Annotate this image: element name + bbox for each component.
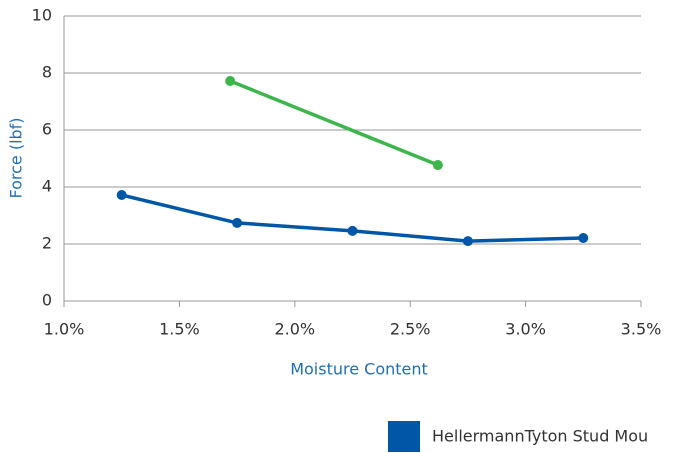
x-tick-label: 1.0% <box>44 320 85 339</box>
y-tick-label: 0 <box>42 291 52 310</box>
x-tick-label: 3.5% <box>621 320 662 339</box>
x-tick-label: 3.0% <box>505 320 546 339</box>
x-tick-label: 1.5% <box>159 320 200 339</box>
legend-swatch <box>388 421 420 452</box>
data-point <box>347 225 358 236</box>
data-point <box>116 189 127 200</box>
data-point <box>225 75 236 86</box>
y-tick-label: 4 <box>42 177 52 196</box>
y-axis-label: Force (lbf) <box>7 117 26 198</box>
x-axis-label: Moisture Content <box>290 360 428 379</box>
data-point <box>232 217 243 228</box>
data-point <box>432 160 443 171</box>
data-point <box>462 236 473 247</box>
x-tick-label: 2.5% <box>390 320 431 339</box>
y-tick-label: 10 <box>32 6 52 25</box>
legend-label: HellermannTyton Stud Mou <box>432 427 648 446</box>
y-tick-label: 2 <box>42 234 52 253</box>
y-tick-label: 8 <box>42 63 52 82</box>
x-tick-label: 2.0% <box>274 320 315 339</box>
y-tick-label: 6 <box>42 120 52 139</box>
data-point <box>578 233 589 244</box>
series-line <box>229 79 439 167</box>
